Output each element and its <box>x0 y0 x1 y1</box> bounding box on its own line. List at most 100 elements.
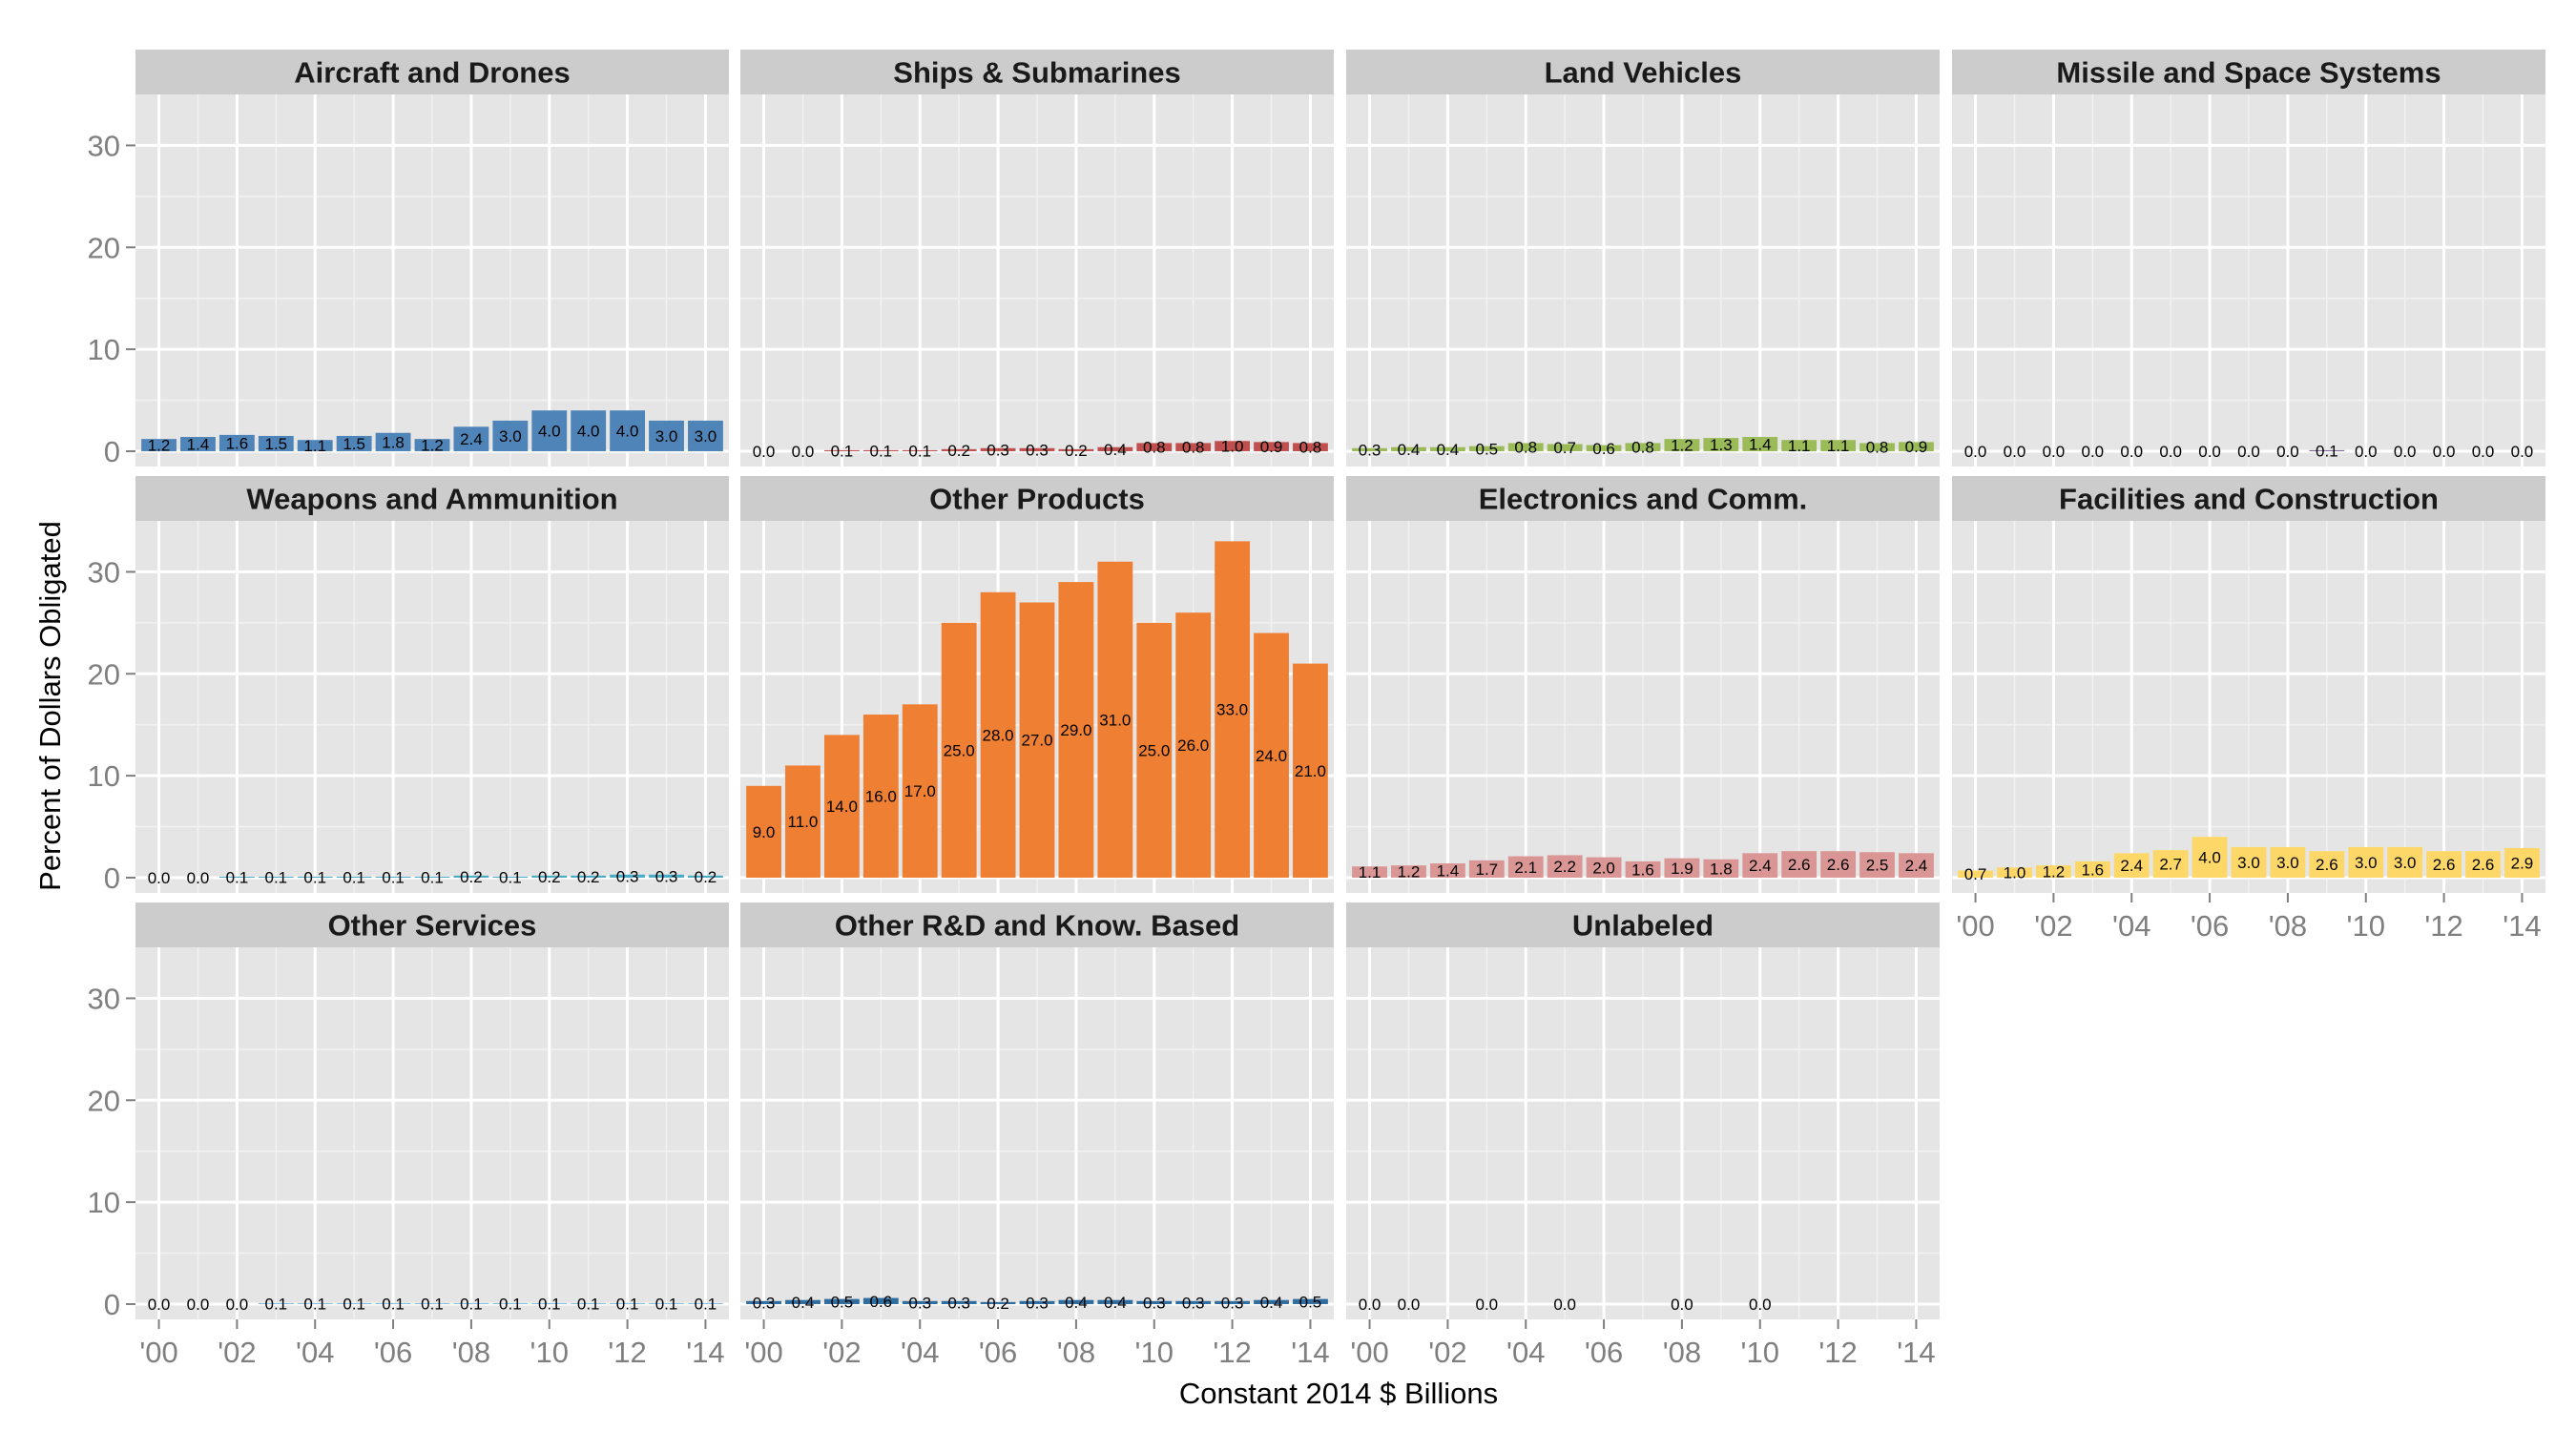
bar-value-label: 0.1 <box>421 868 444 886</box>
bar <box>1293 443 1328 451</box>
bar-value-label: 0.8 <box>1143 439 1166 457</box>
bar-value-label: 0.8 <box>1631 439 1654 457</box>
bar-value-label: 0.0 <box>226 1296 249 1314</box>
bar <box>297 876 333 878</box>
bar-value-label: 0.8 <box>1866 439 1889 457</box>
bar <box>1625 443 1661 451</box>
bar <box>492 1302 529 1304</box>
bar <box>336 1302 372 1304</box>
bar <box>1625 861 1661 878</box>
bar <box>746 1300 781 1304</box>
bar-value-label: 0.3 <box>1026 441 1049 459</box>
bar-value-label: 0.3 <box>655 867 678 885</box>
bar-value-label: 2.7 <box>2159 856 2182 874</box>
x-tick-label: '12 <box>1213 1336 1251 1369</box>
bar-value-label: 1.0 <box>1221 438 1244 456</box>
bar <box>610 1302 646 1304</box>
bar <box>414 1302 450 1304</box>
bar-value-label: 28.0 <box>983 726 1014 744</box>
bar <box>902 449 938 451</box>
y-tick-label: 30 <box>88 982 120 1015</box>
bar-value-label: 1.2 <box>148 437 171 455</box>
bar <box>258 876 294 878</box>
bar-value-label: 0.2 <box>947 442 970 460</box>
bar-value-label: 0.0 <box>792 443 815 461</box>
bar-value-label: 1.2 <box>421 437 444 455</box>
bar-value-label: 0.1 <box>264 868 287 886</box>
bar-value-label: 0.2 <box>577 868 600 886</box>
bar-value-label: 0.1 <box>382 868 405 886</box>
bar-value-label: 0.0 <box>148 869 171 887</box>
bar-value-label: 0.0 <box>2511 443 2534 461</box>
bar <box>375 876 411 878</box>
bar-value-label: 2.4 <box>1905 857 1928 875</box>
facet-panel: Other Products 9.0 11.0 14.0 16.0 17.0 25.0 28.… <box>740 476 1334 893</box>
bar <box>610 410 646 451</box>
bar-value-label: 0.3 <box>1182 1294 1205 1312</box>
bar-value-label: 25.0 <box>944 741 975 759</box>
bar-value-label: 0.0 <box>2276 443 2299 461</box>
bar-value-label: 0.3 <box>947 1294 970 1312</box>
bar <box>2348 846 2384 878</box>
x-tick-label: '00 <box>139 1336 177 1369</box>
facet-title: Electronics and Comm. <box>1479 483 1808 516</box>
bar <box>1254 442 1289 451</box>
bar-value-label: 2.6 <box>1788 856 1811 874</box>
y-tick-label: 30 <box>88 129 120 162</box>
bar-value-label: 16.0 <box>865 787 897 805</box>
bar-value-label: 17.0 <box>904 782 936 800</box>
bar-value-label: 0.0 <box>148 1296 171 1314</box>
y-tick-label: 20 <box>88 231 120 264</box>
bar-value-label: 0.3 <box>987 441 1009 459</box>
bar <box>1293 1298 1328 1304</box>
bar <box>649 1302 684 1304</box>
bar <box>571 410 607 451</box>
bar-value-label: 0.1 <box>869 442 892 460</box>
bar-value-label: 0.1 <box>538 1295 561 1313</box>
facet-strip <box>1952 476 2545 521</box>
bar-value-label: 0.0 <box>2043 443 2066 461</box>
bar <box>1019 602 1055 878</box>
bar-value-label: 1.5 <box>343 435 365 453</box>
bar-value-label: 0.3 <box>1221 1294 1244 1312</box>
bar-value-label: 0.0 <box>187 1296 210 1314</box>
bar <box>258 435 294 451</box>
bar-value-label: 0.4 <box>1104 1294 1127 1312</box>
x-tick-label: '06 <box>2191 909 2229 943</box>
bar <box>862 1297 899 1304</box>
bar <box>2465 851 2501 878</box>
bar <box>492 876 529 878</box>
x-tick-label: '08 <box>1663 1336 1701 1369</box>
x-tick-label: '04 <box>296 1336 334 1369</box>
bar-value-label: 0.1 <box>695 1295 717 1313</box>
y-axis-title: Percent of Dollars Obligated <box>33 521 67 891</box>
bar-value-label: 0.4 <box>1104 441 1127 459</box>
x-tick-label: '14 <box>1291 1336 1329 1369</box>
bar <box>1781 440 1818 451</box>
bar <box>2504 847 2540 878</box>
bar-value-label: 2.5 <box>1866 857 1889 875</box>
bar-value-label: 0.4 <box>1065 1294 1088 1312</box>
bar <box>1352 866 1387 878</box>
bar-value-label: 0.0 <box>1398 1296 1421 1314</box>
bar-value-label: 1.4 <box>1749 435 1772 453</box>
bar <box>1899 442 1934 451</box>
x-tick-label: '02 <box>822 1336 861 1369</box>
y-tick-label: 10 <box>88 759 120 793</box>
x-tick-label: '04 <box>901 1336 939 1369</box>
bar <box>1254 633 1289 878</box>
facet-strip <box>740 902 1334 947</box>
bar <box>1586 857 1622 878</box>
x-tick-label: '12 <box>2424 909 2462 943</box>
facet-title: Land Vehicles <box>1545 56 1742 90</box>
bar-value-label: 1.9 <box>1671 860 1693 878</box>
bar-value-label: 3.0 <box>2276 854 2299 872</box>
bar-value-label: 0.5 <box>1299 1293 1322 1311</box>
bar <box>218 876 255 878</box>
bar <box>1820 440 1857 451</box>
bar-value-label: 1.6 <box>1631 861 1654 879</box>
bar-value-label: 0.0 <box>1671 1296 1693 1314</box>
bar <box>823 735 860 878</box>
bar <box>1293 663 1328 878</box>
